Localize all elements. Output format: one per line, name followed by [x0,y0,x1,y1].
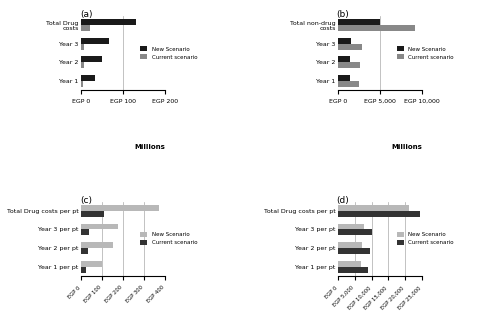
Text: (d): (d) [336,196,349,205]
Bar [82,230,89,236]
Legend: New Scenario, Current scenario: New Scenario, Current scenario [140,46,197,60]
Bar [82,267,86,273]
Bar [338,211,420,217]
Legend: New Scenario, Current scenario: New Scenario, Current scenario [140,232,197,245]
Bar [82,25,90,31]
Bar [82,19,136,25]
Text: (a): (a) [80,10,92,19]
Bar [82,38,108,44]
Bar [338,44,362,50]
Bar [338,223,364,230]
Legend: New Scenario, Current scenario: New Scenario, Current scenario [398,232,454,245]
Bar [82,62,84,68]
Text: (b): (b) [336,10,349,19]
Bar [82,205,158,211]
Bar [82,81,83,87]
Bar [82,56,102,62]
Bar [82,242,113,248]
Bar [338,38,351,44]
Bar [338,267,368,273]
Bar [82,223,118,230]
Bar [82,44,84,50]
Text: Millions: Millions [391,144,422,150]
Bar [82,261,102,267]
Bar [338,205,408,211]
Bar [82,75,95,81]
Bar [338,25,415,31]
Bar [338,230,372,236]
Bar [338,75,350,81]
Bar [82,211,104,217]
Bar [338,242,362,248]
Bar [338,248,370,254]
Bar [82,248,87,254]
Bar [338,81,359,87]
Bar [338,261,361,267]
Bar [338,62,360,68]
Bar [338,56,350,62]
Text: (c): (c) [80,196,92,205]
Bar [338,19,380,25]
Legend: New Scenario, Current scenario: New Scenario, Current scenario [398,46,454,60]
Text: Millions: Millions [134,144,165,150]
